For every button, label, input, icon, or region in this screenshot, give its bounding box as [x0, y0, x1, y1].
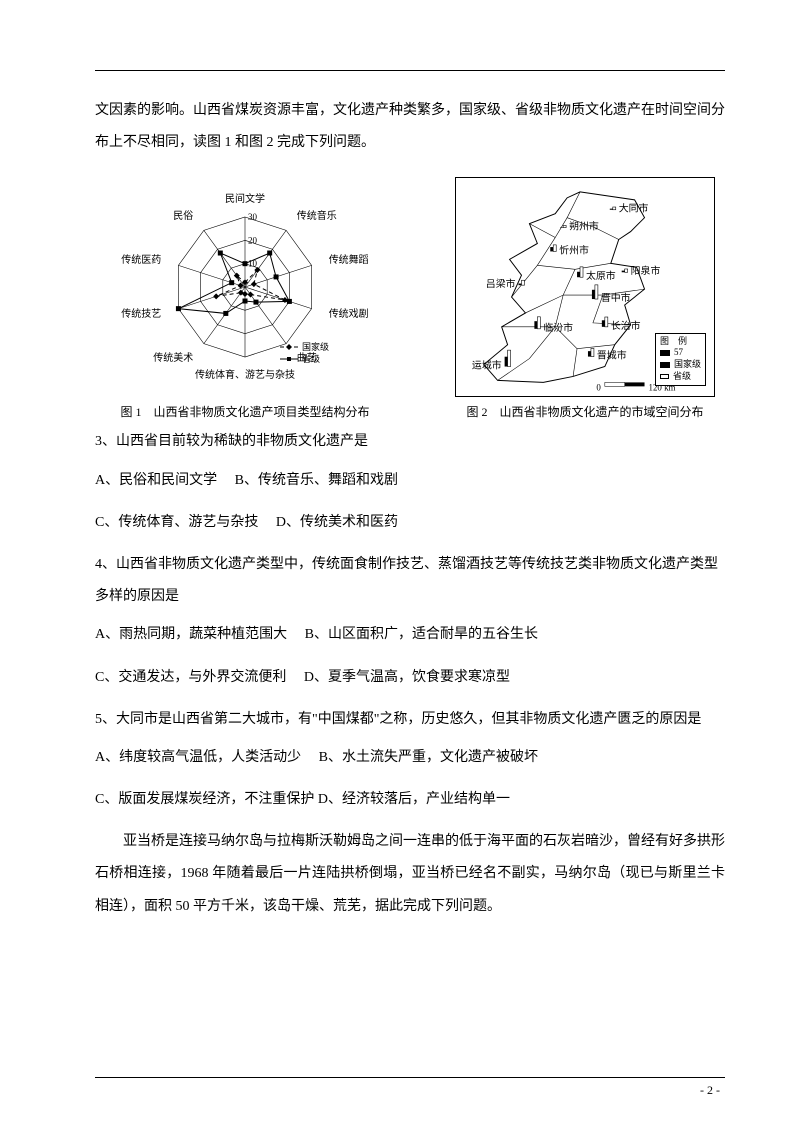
q4-stem: 4、山西省非物质文化遗产类型中，传统面食制作技艺、蒸馏酒技艺等传统技艺类非物质文…: [95, 549, 725, 613]
legend-sample-bar: [660, 350, 670, 356]
q3-c: C、传统体育、游艺与杂技: [95, 515, 258, 530]
q5-d: D、经济较落后，产业结构单一: [318, 792, 510, 807]
intro-paragraph: 文因素的影响。山西省煤炭资源丰富，文化遗产种类繁多，国家级、省级非物质文化遗产在…: [95, 95, 725, 159]
svg-text:吕梁市: 吕梁市: [486, 278, 516, 291]
legend-national-swatch: [660, 362, 670, 368]
q3-opts-2: C、传统体育、游艺与杂技 D、传统美术和医药: [95, 507, 725, 539]
svg-text:民俗: 民俗: [173, 210, 193, 222]
svg-text:传统体育、游艺与杂技: 传统体育、游艺与杂技: [195, 368, 295, 381]
legend-national: 国家级: [674, 359, 701, 371]
q5-stem: 5、大同市是山西省第二大城市，有"中国煤都"之称，历史悠久，但其非物质文化遗产匮…: [95, 704, 725, 736]
legend-sample-val: 57: [674, 347, 683, 359]
legend-provincial: 省级: [673, 371, 691, 383]
q3-stem: 3、山西省目前较为稀缺的非物质文化遗产是: [95, 426, 725, 458]
q5-opts-2: C、版面发展煤炭经济，不注重保护 D、经济较落后，产业结构单一: [95, 784, 725, 816]
q4-opts-2: C、交通发达，与外界交流便利 D、夏季气温高，饮食要求寒凉型: [95, 662, 725, 694]
svg-text:晋中市: 晋中市: [601, 291, 631, 304]
bottom-rule: [95, 1077, 725, 1078]
figure-1: 102030民间文学传统音乐传统舞蹈传统戏剧曲艺传统体育、游艺与杂技传统美术传统…: [95, 177, 395, 420]
fig1-caption: 图 1 山西省非物质文化遗产项目类型结构分布: [120, 403, 369, 420]
q5-a: A、纬度较高气温低，人类活动少: [95, 750, 301, 765]
svg-text:传统音乐: 传统音乐: [297, 209, 337, 222]
svg-text:传统美术: 传统美术: [153, 352, 193, 365]
legend-title: 图 例: [660, 336, 701, 348]
svg-text:朔州市: 朔州市: [569, 220, 599, 233]
svg-text:运城市: 运城市: [472, 359, 502, 372]
svg-text:传统技艺: 传统技艺: [121, 308, 161, 321]
svg-text:阳泉市: 阳泉市: [631, 265, 661, 278]
svg-text:0: 0: [596, 383, 601, 393]
q3-a: A、民俗和民间文学: [95, 473, 217, 488]
figure-2: 大同市朔州市忻州市太原市阳泉市吕梁市晋中市长治市临汾市晋城市运城市0120 km…: [445, 177, 725, 420]
svg-text:大同市: 大同市: [619, 202, 649, 215]
figures-row: 102030民间文学传统音乐传统舞蹈传统戏剧曲艺传统体育、游艺与杂技传统美术传统…: [95, 177, 725, 420]
svg-text:民间文学: 民间文学: [225, 192, 265, 205]
map-border: 大同市朔州市忻州市太原市阳泉市吕梁市晋中市长治市临汾市晋城市运城市0120 km…: [455, 177, 715, 397]
svg-text:长治市: 长治市: [611, 319, 641, 332]
passage-2: 亚当桥是连接马纳尔岛与拉梅斯沃勒姆岛之间一连串的低于海平面的石灰岩暗沙，曾经有好…: [95, 826, 725, 923]
top-rule: [95, 70, 725, 71]
q4-b: B、山区面积广，适合耐旱的五谷生长: [305, 627, 538, 642]
svg-text:晋城市: 晋城市: [597, 349, 627, 362]
radar-chart: 102030民间文学传统音乐传统舞蹈传统戏剧曲艺传统体育、游艺与杂技传统美术传统…: [95, 177, 395, 397]
q4-d: D、夏季气温高，饮食要求寒凉型: [304, 670, 510, 685]
svg-text:忻州市: 忻州市: [559, 244, 589, 257]
q4-opts-1: A、雨热同期，蔬菜种植范围大 B、山区面积广，适合耐旱的五谷生长: [95, 619, 725, 651]
svg-text:传统医药: 传统医药: [121, 253, 161, 266]
q4-c: C、交通发达，与外界交流便利: [95, 670, 286, 685]
svg-text:国家级: 国家级: [302, 341, 329, 352]
q5-opts-1: A、纬度较高气温低，人类活动少 B、水土流失严重，文化遗产被破坏: [95, 742, 725, 774]
svg-text:30: 30: [248, 212, 258, 222]
svg-text:传统戏剧: 传统戏剧: [329, 308, 369, 321]
svg-text:省级: 省级: [302, 353, 320, 364]
q5-c: C、版面发展煤炭经济，不注重保护: [95, 792, 314, 807]
svg-text:20: 20: [248, 236, 258, 246]
svg-text:临汾市: 临汾市: [543, 321, 573, 334]
legend-provincial-swatch: [660, 374, 669, 379]
q5-b: B、水土流失严重，文化遗产被破坏: [319, 750, 538, 765]
page-number: - 2 -: [700, 1083, 720, 1098]
svg-text:传统舞蹈: 传统舞蹈: [329, 253, 369, 266]
map-legend: 图 例 57 国家级 省级: [655, 333, 706, 387]
q3-opts-1: A、民俗和民间文学 B、传统音乐、舞蹈和戏剧: [95, 465, 725, 497]
q3-d: D、传统美术和医药: [276, 515, 398, 530]
q4-a: A、雨热同期，蔬菜种植范围大: [95, 627, 287, 642]
q3-b: B、传统音乐、舞蹈和戏剧: [235, 473, 398, 488]
fig2-caption: 图 2 山西省非物质文化遗产的市域空间分布: [466, 403, 703, 420]
svg-text:太原市: 太原市: [586, 270, 616, 283]
